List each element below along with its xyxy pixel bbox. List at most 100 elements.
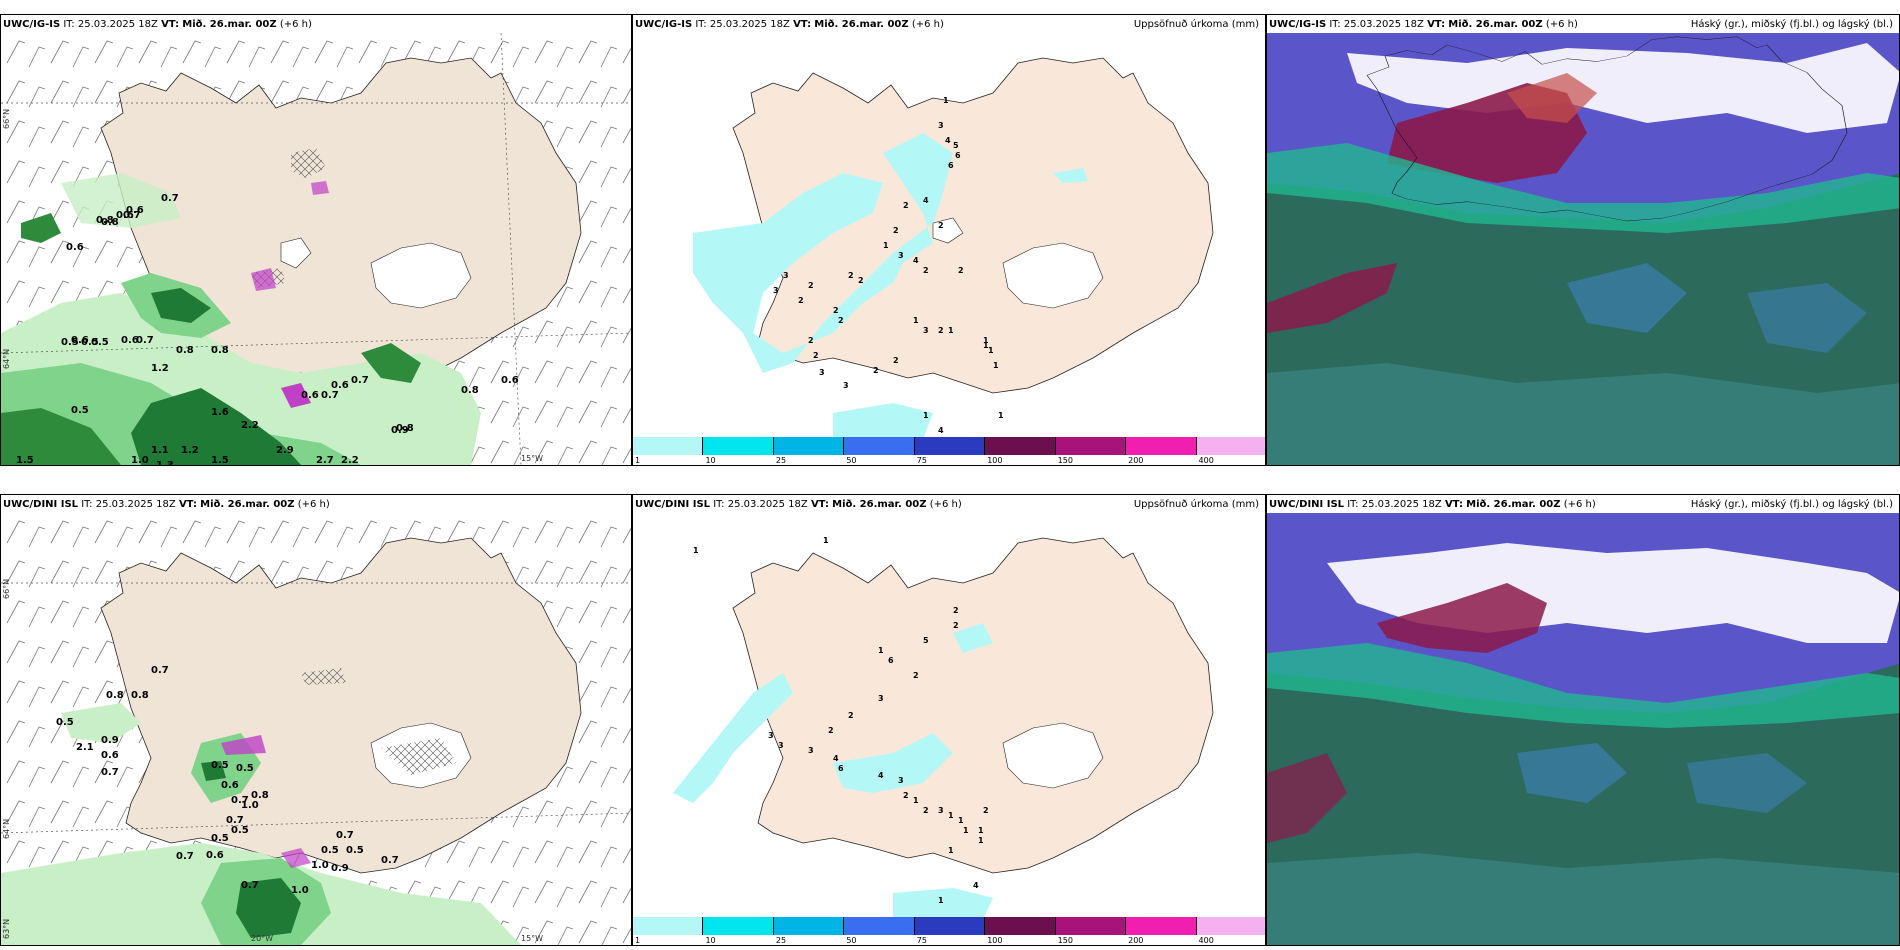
value-label: 1.1 — [151, 445, 169, 456]
value-label: 3 — [819, 368, 825, 377]
vt-label: VT: — [161, 19, 180, 30]
value-label: 2 — [873, 366, 879, 375]
colorbar-tick-label: 25 — [775, 936, 787, 945]
colorbar-swatch — [914, 437, 986, 455]
colorbar-swatch — [633, 917, 704, 935]
value-label: 0.8 — [176, 345, 194, 356]
value-label: 2.2 — [341, 455, 359, 465]
value-label: 0.5 — [71, 405, 89, 416]
value-label: 2 — [903, 201, 909, 210]
glacier-vatnajokull — [370, 242, 472, 309]
vt-label: VT: — [1427, 19, 1446, 30]
value-label: 2 — [923, 806, 929, 815]
value-label: 0.5 — [91, 337, 109, 348]
value-label: 0.7 — [226, 815, 244, 826]
valid-time: Mið. 26.mar. 00Z — [200, 499, 295, 510]
value-label: 0.8 — [131, 690, 149, 701]
value-label: 0.6 — [71, 335, 89, 346]
value-label: 0.8 — [396, 423, 414, 434]
panel-title: UWC/DINI ISL IT: 25.03.2025 18Z VT: Mið.… — [1269, 497, 1895, 513]
value-label: 1 — [948, 811, 954, 820]
value-label: 3 — [878, 694, 884, 703]
value-label: 1 — [883, 241, 889, 250]
model-name: UWC/IG-IS — [1269, 19, 1327, 30]
colorbar-tick-label: 75 — [916, 456, 927, 465]
model-name: UWC/DINI ISL — [1269, 499, 1345, 510]
panel-dini-isl-clouds: UWC/DINI ISL IT: 25.03.2025 18Z VT: Mið.… — [1266, 494, 1900, 946]
value-label: 0.7 — [351, 375, 369, 386]
colorbar-tick-label: 200 — [1128, 936, 1144, 945]
value-label: 1 — [938, 896, 944, 905]
cloud-map — [1267, 513, 1899, 945]
value-label: 2.9 — [276, 445, 294, 456]
field-title: Uppsöfnuð úrkoma (mm) — [1133, 499, 1259, 510]
value-label: 0.5 — [211, 760, 229, 771]
value-label: 0.5 — [231, 825, 249, 836]
value-label: 0.6 — [121, 335, 139, 346]
value-label: 1.0 — [131, 455, 149, 465]
value-label: 3 — [808, 746, 814, 755]
lon-label-15: 15°W — [521, 934, 543, 943]
panel-title: UWC/DINI ISL IT: 25.03.2025 18Z VT: Mið.… — [3, 497, 627, 513]
value-label: 3 — [923, 326, 929, 335]
value-label: 0.5 — [61, 337, 79, 348]
lead-time: (+6 h) — [1545, 19, 1578, 30]
value-label: 0.8 — [96, 215, 114, 226]
glacier-langjokull — [280, 237, 312, 269]
colorbar-tick-label: 50 — [846, 936, 857, 945]
value-label: 2 — [838, 316, 844, 325]
value-label: 1.0 — [241, 800, 259, 811]
value-label: 0.7 — [176, 851, 194, 862]
value-label: 6 — [955, 151, 961, 160]
colorbar-tick-label: 100 — [987, 456, 1003, 465]
value-label: 0.9 — [331, 863, 349, 874]
value-label: 2 — [858, 276, 864, 285]
colorbar-tick-label: 150 — [1057, 936, 1073, 945]
value-label: 3 — [843, 381, 849, 390]
colorbar-swatch — [1055, 437, 1127, 455]
value-label: 1 — [823, 536, 829, 545]
valid-time: Mið. 26.mar. 00Z — [814, 19, 909, 30]
value-label: 3 — [778, 741, 784, 750]
colorbar-swatch — [1126, 917, 1197, 935]
precip-colorbar: 1 10 25 50 75 100 150 200 400 — [633, 437, 1265, 465]
value-label: 0.7 — [101, 767, 119, 778]
colorbar-swatch — [703, 437, 774, 455]
value-label: 1 — [998, 411, 1004, 420]
colorbar-swatch — [703, 917, 774, 935]
colorbar-swatch — [1126, 437, 1197, 455]
valid-time: Mið. 26.mar. 00Z — [182, 19, 277, 30]
colorbar-tick-label: 100 — [987, 936, 1003, 945]
panel-ig-is-wind: UWC/IG-IS IT: 25.03.2025 18Z VT: Mið. 26… — [0, 14, 632, 466]
value-label: 3 — [898, 251, 904, 260]
value-label: 2 — [813, 351, 819, 360]
colorbar-swatch — [1196, 437, 1265, 455]
colorbar-swatch — [1055, 917, 1127, 935]
value-label: 2.7 — [316, 455, 334, 465]
value-label: 0.6 — [206, 850, 224, 861]
valid-time: Mið. 26.mar. 00Z — [832, 499, 927, 510]
panel-ig-is-clouds: UWC/IG-IS IT: 25.03.2025 18Z VT: Mið. 26… — [1266, 14, 1900, 466]
value-label: 1 — [978, 836, 984, 845]
value-label: 2 — [953, 606, 959, 615]
panel-ig-is-precip: UWC/IG-IS IT: 25.03.2025 18Z VT: Mið. 26… — [632, 14, 1266, 466]
value-label: 1.2 — [151, 363, 169, 374]
init-time: IT: 25.03.2025 18Z — [695, 19, 790, 30]
value-label: 1 — [988, 346, 994, 355]
value-label: 0.6 — [126, 205, 144, 216]
value-label: 2 — [938, 221, 944, 230]
init-time: IT: 25.03.2025 18Z — [1329, 19, 1424, 30]
value-label: 3 — [768, 731, 774, 740]
colorbar-tick-label: 75 — [916, 936, 927, 945]
lat-label-63: 63°N — [2, 919, 11, 939]
value-label: 1.0 — [291, 885, 309, 896]
model-name: UWC/DINI ISL — [3, 499, 79, 510]
value-label: 1.3 — [156, 460, 174, 465]
value-label: 0.8 — [461, 385, 479, 396]
colorbar-tick-label: 25 — [775, 456, 787, 465]
lat-label-64: 64°N — [2, 819, 11, 839]
colorbar-tick-label: 400 — [1198, 936, 1214, 945]
value-label: 0.7 — [231, 795, 249, 806]
value-label: 4 — [878, 771, 884, 780]
value-label: 2 — [833, 306, 839, 315]
